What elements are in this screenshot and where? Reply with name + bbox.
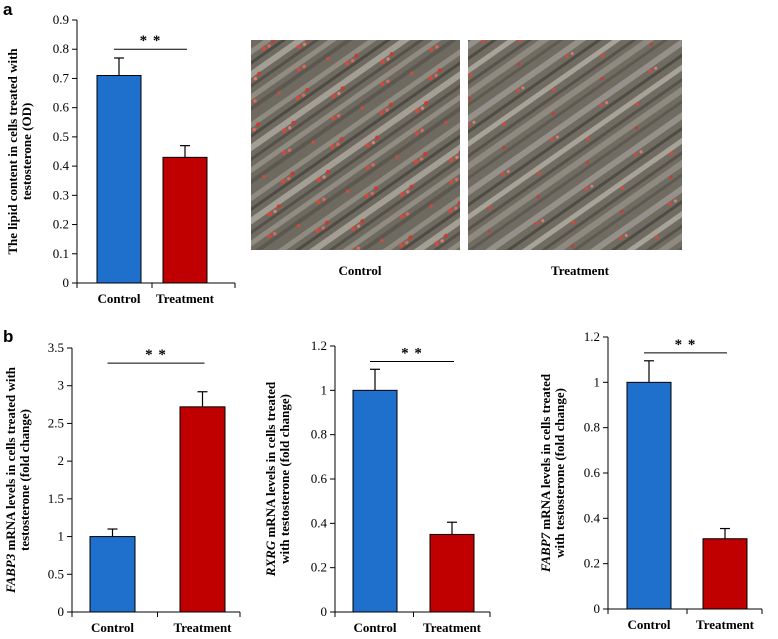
y-tick-label: 0 [63,275,70,290]
y-axis-label-text: mRNA levels in cells treated [263,381,278,541]
y-tick-label: 3.5 [48,340,64,355]
y-tick-label: 0.5 [53,129,69,144]
bar-treatment [162,156,208,284]
y-tick-label: 0 [321,604,328,619]
significance-stars: * * [401,346,423,362]
y-axis-label-line: RXRG mRNA levels in cells treated [263,381,278,577]
y-tick-label: 0.2 [584,556,600,571]
category-label: Control [91,620,134,635]
y-tick-label: 0.4 [584,510,601,525]
y-axis-label-line: with testosterone (fold change) [552,388,567,558]
category-label: Treatment [156,291,215,306]
y-axis-label: FABP3 mRNA levels in cells treated witht… [3,366,32,594]
y-axis-label-gene: FABP7 [538,532,553,573]
bar-treatment [179,406,226,613]
bar-control [96,75,142,284]
control-micrograph-caption: Control [338,263,381,278]
y-tick-label: 1.2 [311,338,327,353]
y-tick-label: 0.4 [311,515,328,530]
category-label: Treatment [174,620,233,635]
y-tick-label: 0.2 [53,217,69,232]
bar-control [626,381,672,610]
y-tick-label: 0.6 [311,471,328,486]
y-tick-label: 0.8 [53,41,69,56]
y-axis-label-gene: RXRG [263,540,278,577]
panel-label-a: a [3,0,13,19]
y-axis-label-gene: FABP3 [3,553,18,594]
y-axis-label: FABP7 mRNA levels in cells treatedwith t… [538,373,567,573]
category-label: Treatment [423,620,482,635]
category-label: Control [353,620,396,635]
y-tick-label: 1 [58,529,65,544]
y-tick-label: 3 [58,378,65,393]
y-tick-label: 0.8 [311,427,327,442]
y-tick-label: 0.6 [53,100,70,115]
y-tick-label: 2 [58,453,65,468]
significance-stars: * * [675,337,697,353]
y-tick-label: 0.5 [48,566,64,581]
control-micrograph [251,40,460,250]
category-label: Control [627,617,670,632]
y-tick-label: 0.7 [53,70,70,85]
fabp3-chart: 0 0.5 1 1.5 2 2.5 3 3.5 Control Treatment * * FABP3… [3,340,241,635]
rxrg-chart: 0 0.2 0.4 0.6 0.8 1 1.2 Control Treatment * * RXRG… [263,338,491,635]
y-axis-label-line: testosterone (OD) [19,103,34,201]
panel-label-b: b [3,327,13,346]
y-tick-label: 0.9 [53,12,69,27]
y-tick-label: 0 [594,601,601,616]
y-tick-label: 0 [58,604,65,619]
y-tick-label: 1 [594,374,601,389]
y-tick-label: 0.2 [311,560,327,575]
y-tick-label: 2.5 [48,415,64,430]
y-tick-label: 0.8 [584,420,600,435]
y-axis-label-line: testosterone (fold change) [17,409,32,551]
y-tick-label: 1 [321,382,328,397]
bar-control [89,536,136,613]
category-label: Control [97,291,140,306]
y-axis-label: RXRG mRNA levels in cells treatedwith te… [263,381,292,577]
y-tick-label: 0.4 [53,158,70,173]
y-tick-label: 0.1 [53,246,69,261]
y-axis-label-text: mRNA levels in cells treated with [3,366,18,554]
y-axis-label-text: mRNA levels in cells treated [538,373,553,533]
lipid-content-chart: 0 0.1 0.2 0.3 0.4 0.5 0.6 0.7 0.8 0.9 Control Treat… [5,12,236,306]
y-tick-label: 1.5 [48,491,64,506]
fabp7-chart: 0 0.2 0.4 0.6 0.8 1 1.2 Control Treatment * * FABP… [538,329,763,632]
treatment-micrograph-caption: Treatment [551,263,610,278]
category-label: Treatment [696,617,755,632]
y-tick-label: 0.6 [584,465,601,480]
y-axis-label-line: with testosterone (fold change) [277,394,292,564]
bar-treatment [702,538,748,610]
bar-control [352,389,398,613]
y-axis-label: The lipid content in cells treated witht… [5,48,34,255]
y-tick-label: 1.2 [584,329,600,344]
y-axis-label-line: The lipid content in cells treated with [5,48,20,255]
y-axis-label-line: FABP7 mRNA levels in cells treated [538,373,553,573]
bar-treatment [429,533,475,613]
significance-stars: * * [145,347,167,363]
significance-stars: * * [140,33,162,49]
y-tick-label: 0.3 [53,187,69,202]
y-axis-label-line: FABP3 mRNA levels in cells treated with [3,366,18,594]
treatment-micrograph [468,40,682,250]
